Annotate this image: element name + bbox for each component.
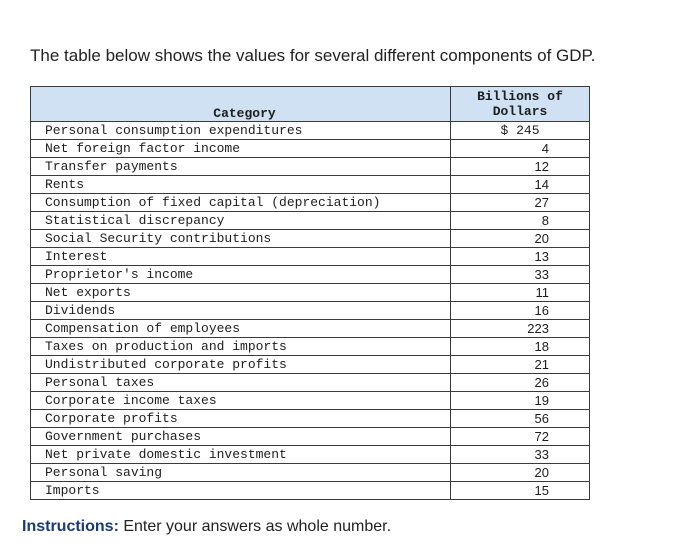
table-row: Corporate income taxes 19 [30,391,590,410]
table-row: Personal consumption expenditures $ 245 [30,121,590,140]
value-cell: 19 [450,391,590,410]
category-cell: Net private domestic investment [30,445,451,464]
table-row: Interest 13 [30,247,590,266]
category-cell: Personal taxes [30,373,451,392]
category-cell: Personal saving [30,463,451,482]
gdp-components-table: Category Billions of Dollars Personal co… [30,86,590,500]
category-cell: Proprietor's income [30,265,451,284]
value-cell: $ 245 [450,121,590,140]
table-row: Imports 15 [30,481,590,500]
value-cell: 223 [450,319,590,338]
category-cell: Taxes on production and imports [30,337,451,356]
value-cell: 27 [450,193,590,212]
category-cell: Transfer payments [30,157,451,176]
instructions-label: Instructions: [22,518,119,535]
category-cell: Dividends [30,301,451,320]
value-header-line1: Billions of [477,89,563,104]
table-row: Statistical discrepancy 8 [30,211,590,230]
table-row: Compensation of employees 223 [30,319,590,338]
instructions: Instructions: Enter your answers as whol… [22,518,391,536]
category-cell: Rents [30,175,451,194]
value-cell: 18 [450,337,590,356]
table-row: Consumption of fixed capital (depreciati… [30,193,590,212]
value-cell: 14 [450,175,590,194]
table-row: Net foreign factor income 4 [30,139,590,158]
table-row: Corporate profits 56 [30,409,590,428]
category-column-header: Category [30,86,451,122]
table-row: Personal taxes 26 [30,373,590,392]
value-cell: 4 [450,139,590,158]
value-cell: 16 [450,301,590,320]
value-cell: 20 [450,463,590,482]
value-cell: 21 [450,355,590,374]
table-row: Taxes on production and imports 18 [30,337,590,356]
table-body: Personal consumption expenditures $ 245 Ne… [30,121,590,500]
table-row: Government purchases 72 [30,427,590,446]
value-cell: 11 [450,283,590,302]
value-cell: 8 [450,211,590,230]
category-cell: Consumption of fixed capital (depreciati… [30,193,451,212]
value-header-line2: Dollars [492,104,548,119]
value-cell: 72 [450,427,590,446]
category-cell: Net foreign factor income [30,139,451,158]
intro-text: The table below shows the values for sev… [30,46,596,65]
value-cell: 33 [450,445,590,464]
value-cell: 26 [450,373,590,392]
value-column-header: Billions of Dollars [450,86,590,122]
category-cell: Net exports [30,283,451,302]
value-cell: 13 [450,247,590,266]
value-cell: 33 [450,265,590,284]
value-cell: 12 [450,157,590,176]
table-row: Social Security contributions 20 [30,229,590,248]
table-header-row: Category Billions of Dollars [30,86,590,122]
category-cell: Undistributed corporate profits [30,355,451,374]
value-cell: 15 [450,481,590,500]
category-cell: Government purchases [30,427,451,446]
category-cell: Social Security contributions [30,229,451,248]
value-cell: 20 [450,229,590,248]
category-cell: Compensation of employees [30,319,451,338]
category-cell: Corporate profits [30,409,451,428]
table-row: Proprietor's income 33 [30,265,590,284]
table-row: Rents 14 [30,175,590,194]
category-cell: Statistical discrepancy [30,211,451,230]
category-cell: Corporate income taxes [30,391,451,410]
table-row: Personal saving 20 [30,463,590,482]
category-cell: Personal consumption expenditures [30,121,451,140]
category-cell: Interest [30,247,451,266]
category-cell: Imports [30,481,451,500]
table-row: Undistributed corporate profits 21 [30,355,590,374]
table-row: Net private domestic investment 33 [30,445,590,464]
value-cell: 56 [450,409,590,428]
table-row: Net exports 11 [30,283,590,302]
table-row: Transfer payments 12 [30,157,590,176]
instructions-text: Enter your answers as whole number. [118,518,392,535]
table-row: Dividends 16 [30,301,590,320]
